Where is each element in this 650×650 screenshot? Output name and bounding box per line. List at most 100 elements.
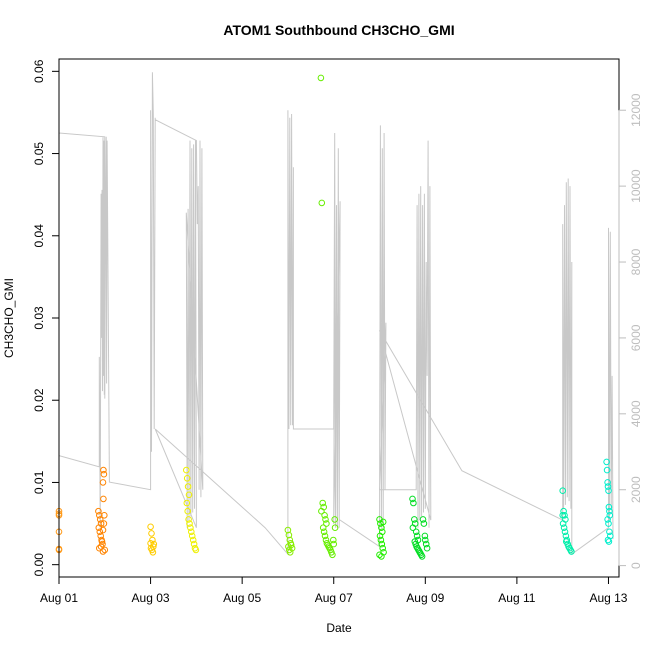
data-point: [97, 543, 105, 550]
x-tick-label: Aug 01: [40, 591, 78, 605]
data-point: [378, 540, 386, 548]
x-axis-label: Date: [326, 621, 352, 635]
data-point: [605, 503, 613, 511]
data-point: [376, 551, 383, 559]
data-point: [185, 491, 193, 499]
data-point: [184, 483, 192, 490]
data-point: [149, 536, 156, 544]
data-point: [188, 528, 195, 536]
y-tick-label: 0.05: [32, 142, 46, 166]
data-point: [190, 540, 198, 548]
data-point: [330, 536, 337, 544]
y-axis-label: CH3CHO_GMI: [2, 278, 16, 358]
data-point: [378, 553, 385, 560]
series-flight-9: [559, 487, 575, 555]
data-point: [100, 520, 108, 527]
data-point: [183, 466, 190, 474]
data-point: [559, 487, 567, 495]
data-point: [100, 466, 107, 474]
data-point: [604, 479, 611, 486]
data-point: [603, 466, 611, 474]
data-point: [606, 507, 613, 515]
y-tick-label: 0.00: [32, 553, 46, 577]
data-point: [605, 487, 612, 495]
data-point: [323, 520, 330, 527]
data-point: [148, 530, 155, 537]
data-point: [95, 507, 102, 515]
x-tick-label: Aug 05: [223, 591, 261, 605]
x-tick-label: Aug 07: [315, 591, 353, 605]
x-tick-label: Aug 09: [406, 591, 444, 605]
data-point: [376, 532, 384, 540]
data-point: [101, 546, 109, 554]
data-point: [101, 512, 108, 519]
data-point: [378, 524, 385, 532]
data-point: [559, 512, 567, 519]
y-tick-label: 0.02: [32, 388, 46, 412]
data-point: [422, 540, 430, 548]
data-point: [604, 516, 611, 523]
y-axis: 0.00 0.01 0.02 0.03 0.04 0.05 0.06: [32, 59, 59, 576]
data-point: [319, 499, 327, 507]
data-point: [409, 524, 417, 532]
data-point: [409, 495, 416, 503]
data-point: [318, 199, 326, 207]
data-point: [410, 499, 417, 507]
right-y-tick-label: 2000: [629, 476, 643, 503]
data-point: [604, 483, 612, 490]
altitude-trace-line: [58, 72, 614, 556]
data-point: [187, 524, 194, 532]
y-tick-label: 0.01: [32, 470, 46, 494]
right-y-tick-label: 12000: [629, 93, 643, 127]
series-flight-4: [183, 466, 200, 554]
data-point: [183, 499, 191, 507]
data-point: [286, 549, 294, 556]
data-point: [318, 507, 325, 515]
data-point: [379, 544, 387, 552]
data-point: [321, 512, 328, 519]
data-point: [288, 544, 296, 552]
data-point: [379, 518, 387, 526]
data-point: [317, 74, 325, 82]
data-point: [321, 532, 329, 540]
data-points-layer: [55, 74, 614, 560]
data-point: [561, 528, 569, 536]
data-point: [603, 458, 610, 466]
data-point: [96, 528, 104, 536]
right-y-tick-label: 4000: [629, 400, 643, 427]
series-flight-6: [317, 74, 339, 559]
x-tick-label: Aug 11: [498, 591, 535, 605]
right-y-tick-label: 8000: [629, 248, 643, 275]
y-tick-label: 0.04: [32, 224, 46, 248]
series-flight-5: [284, 526, 296, 556]
data-point: [413, 532, 421, 540]
data-point: [411, 516, 418, 523]
altitude-trace-layer: [58, 72, 614, 556]
data-point: [147, 523, 154, 531]
data-point: [605, 538, 613, 545]
right-y-tick-label: 6000: [629, 324, 643, 351]
data-point: [287, 541, 295, 549]
data-point: [188, 532, 196, 540]
data-point: [319, 524, 327, 532]
series-flight-7: [376, 516, 387, 560]
data-point: [422, 536, 429, 544]
data-point: [420, 520, 428, 527]
data-point: [560, 507, 567, 515]
x-axis: Aug 01 Aug 03 Aug 05 Aug 07 Aug 09 Aug 11 Aug …: [40, 576, 628, 605]
x-tick-label: Aug 03: [132, 591, 170, 605]
data-point: [418, 553, 426, 560]
data-point: [186, 520, 193, 527]
right-y-tick-label: 10000: [629, 169, 643, 203]
data-point: [320, 528, 328, 536]
series-flight-8: [409, 495, 431, 560]
data-point: [331, 516, 339, 523]
data-point: [330, 540, 338, 548]
data-point: [419, 516, 427, 523]
data-point: [331, 524, 339, 532]
y-tick-label: 0.06: [32, 59, 46, 83]
data-point: [99, 479, 107, 486]
data-point: [192, 546, 200, 554]
data-point: [149, 549, 157, 556]
